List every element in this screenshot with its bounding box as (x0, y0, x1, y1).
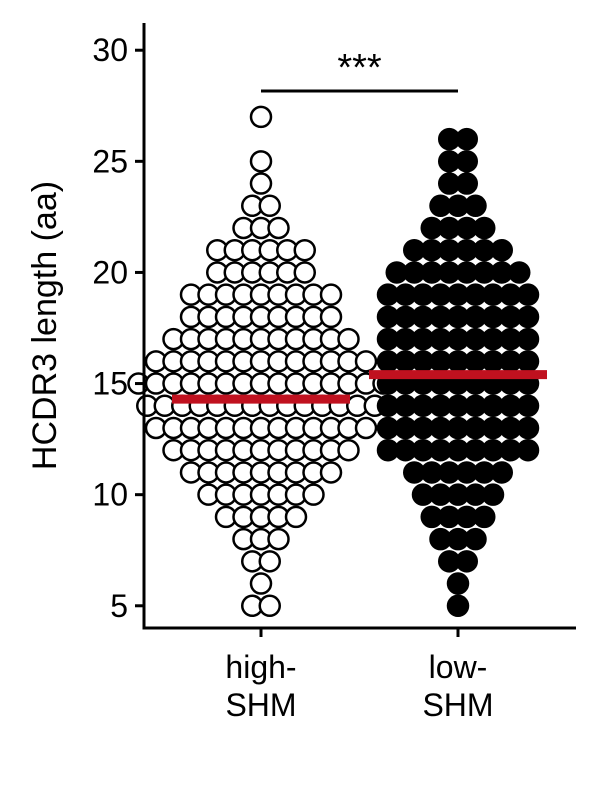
data-point (337, 438, 360, 462)
data-point (455, 150, 478, 173)
data-point (284, 505, 308, 529)
data-point (516, 416, 540, 440)
data-point (249, 105, 273, 129)
data-point (446, 572, 470, 595)
y-tick-label: 15 (92, 366, 128, 402)
data-point (302, 483, 325, 506)
x-tick-label: low-SHM (422, 649, 493, 723)
data-point (481, 483, 505, 506)
data-point (319, 461, 343, 484)
data-point (446, 594, 470, 618)
data-point (319, 283, 343, 306)
y-tick-label: 5 (110, 588, 128, 624)
data-point (490, 461, 513, 484)
y-tick-label: 30 (92, 32, 128, 68)
y-tick-label: 20 (92, 254, 128, 290)
data-point (473, 505, 496, 529)
data-point (490, 238, 513, 262)
data-point (455, 127, 478, 151)
data-point (464, 194, 487, 218)
x-tick-label: high-SHM (225, 649, 296, 723)
data-point (516, 327, 540, 351)
significance-annotation: *** (261, 47, 458, 93)
data-point (464, 527, 487, 551)
data-point (293, 261, 316, 284)
data-point (516, 283, 540, 306)
data-point (337, 327, 360, 351)
data-point (319, 305, 343, 329)
data-points (127, 105, 540, 618)
significance-label: *** (337, 47, 382, 89)
data-point (455, 550, 478, 573)
data-point (455, 172, 478, 195)
data-point (267, 527, 290, 551)
data-point (473, 216, 496, 240)
y-axis-label: HCDR3 length (aa) (26, 181, 64, 470)
y-tick-label: 10 (92, 477, 128, 513)
data-point (258, 194, 281, 218)
data-point (508, 261, 531, 284)
data-point (354, 350, 378, 373)
data-point (516, 394, 540, 418)
data-point (354, 416, 378, 440)
data-point (249, 172, 273, 195)
axes: 5 10 15 20 25 30 high-SHM low-SHM (92, 23, 576, 723)
data-point (516, 350, 540, 373)
data-point (516, 438, 540, 462)
data-point (267, 216, 290, 240)
mean-lines (172, 370, 547, 404)
data-point (258, 594, 281, 618)
data-point (249, 572, 273, 595)
data-point (516, 305, 540, 329)
data-point (293, 238, 316, 262)
y-tick-label: 25 (92, 143, 128, 179)
data-point (249, 150, 273, 173)
data-point (258, 550, 281, 573)
